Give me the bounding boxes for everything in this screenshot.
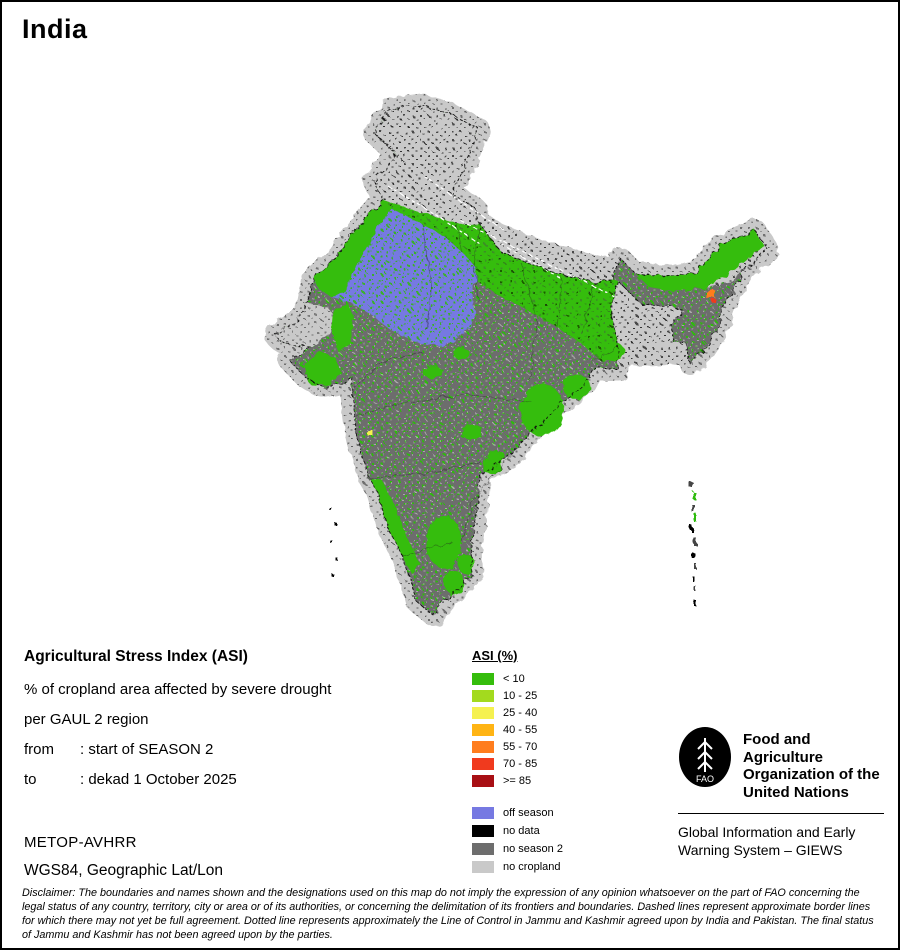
- legend-swatch: [472, 706, 494, 719]
- map-raster: [275, 105, 768, 615]
- crop-patch: [604, 342, 624, 362]
- crop-patch: [423, 365, 441, 379]
- org-name: Food and Agriculture Organization of the…: [743, 726, 884, 802]
- crop-patch: [332, 302, 354, 354]
- org-block: FAO Food and Agriculture Organization of…: [678, 726, 884, 860]
- legend-label: no season 2: [503, 843, 563, 855]
- legend-swatch: [472, 740, 494, 753]
- himalaya-speckle: [374, 105, 479, 224]
- crop-patch: [462, 424, 482, 440]
- giews-line: Warning System – GIEWS: [678, 842, 843, 859]
- to-value: : dekad 1 October 2025: [80, 771, 237, 788]
- org-giews: Global Information and Early Warning Sys…: [678, 823, 884, 860]
- info-from-row: from : start of SEASON 2: [24, 741, 331, 758]
- legend-swatch: [472, 843, 494, 855]
- stress-patch-orange: [706, 290, 715, 298]
- legend-label: 70 - 85: [503, 757, 538, 770]
- legend-label: >= 85: [503, 774, 532, 787]
- page-title: India: [22, 14, 88, 44]
- white-dashed-borders: [387, 175, 619, 299]
- legend-swatch: [472, 723, 494, 736]
- from-value: : start of SEASON 2: [80, 741, 214, 758]
- projection-label: WGS84, Geographic Lat/Lon: [24, 862, 224, 879]
- legend-label: no data: [503, 825, 540, 837]
- legend-swatch: [472, 672, 494, 685]
- lakshadweep-islands: [329, 507, 338, 577]
- legend-item: < 10: [472, 670, 563, 687]
- info-heading: Agricultural Stress Index (ASI): [24, 648, 248, 665]
- legend-swatch: [472, 807, 494, 819]
- legend-item: >= 85: [472, 772, 563, 789]
- legend-swatch: [472, 757, 494, 770]
- legend-item: 70 - 85: [472, 755, 563, 772]
- crop-patch: [563, 375, 591, 399]
- stress-patch-yellow: [368, 430, 373, 436]
- org-name-line: United Nations: [743, 784, 849, 802]
- legend-swatch: [472, 861, 494, 873]
- disclaimer-text: Disclaimer: The boundaries and names sho…: [22, 887, 874, 942]
- crop-patch: [458, 554, 474, 574]
- kutch-speckle: [275, 304, 338, 347]
- org-name-line: Food and Agriculture: [743, 731, 824, 766]
- legend-swatch: [472, 825, 494, 837]
- crop-patch: [444, 570, 464, 594]
- andaman-nicobar-islands: [690, 482, 697, 605]
- border-canal-green-strip: [313, 200, 392, 298]
- stress-patch-red: [712, 299, 716, 303]
- legend-item: 10 - 25: [472, 687, 563, 704]
- legend-item: 40 - 55: [472, 721, 563, 738]
- legend-label: no cropland: [503, 861, 561, 873]
- legend-label: 25 - 40: [503, 706, 538, 719]
- legend-item: off season: [472, 804, 563, 822]
- legend-label: 55 - 70: [503, 740, 538, 753]
- legend-gap: [472, 789, 563, 804]
- org-divider: [678, 812, 884, 814]
- crop-patch: [426, 516, 462, 568]
- legend-item: no cropland: [472, 858, 563, 876]
- crop-patch: [483, 460, 501, 474]
- crop-patch: [302, 352, 341, 385]
- info-description: % of cropland area affected by severe dr…: [24, 681, 332, 698]
- crop-patches: [302, 302, 624, 594]
- bangladesh-speckle: [612, 281, 690, 368]
- org-name-line: Organization of the: [743, 766, 880, 784]
- giews-line: Global Information and Early: [678, 823, 856, 840]
- legend-item: no season 2: [472, 840, 563, 858]
- legend-title: ASI (%): [472, 648, 518, 663]
- legend-label: 10 - 25: [503, 689, 538, 702]
- to-label: to: [24, 771, 37, 788]
- legend-label: off season: [503, 807, 554, 819]
- org-top: FAO Food and Agriculture Organization of…: [678, 726, 884, 802]
- from-label: from: [24, 741, 54, 758]
- legend-label: < 10: [503, 672, 525, 685]
- info-to-row: to : dekad 1 October 2025: [24, 771, 331, 788]
- admin-boundaries: [350, 222, 619, 556]
- legend-item: 25 - 40: [472, 704, 563, 721]
- legend-item: 55 - 70: [472, 738, 563, 755]
- info-block: Agricultural Stress Index (ASI) % of cro…: [24, 648, 331, 801]
- assam-valley-region: [636, 230, 764, 292]
- fao-logo-icon: FAO: [679, 727, 731, 787]
- legend-label: 40 - 55: [503, 723, 538, 736]
- crop-patch: [370, 479, 420, 574]
- info-region-level: per GAUL 2 region: [24, 711, 149, 728]
- map-legend: ASI (%) < 10 10 - 25 25 - 40 40 - 55 55 …: [472, 648, 563, 876]
- legend-swatch: [472, 689, 494, 702]
- legend-item: no data: [472, 822, 563, 840]
- nepal-speckle: [479, 216, 618, 283]
- sensor-label: METOP-AVHRR: [24, 834, 137, 851]
- crop-patch: [520, 384, 564, 436]
- fao-logo-text: FAO: [696, 774, 714, 784]
- legend-swatch: [472, 774, 494, 787]
- crop-patch: [454, 348, 470, 360]
